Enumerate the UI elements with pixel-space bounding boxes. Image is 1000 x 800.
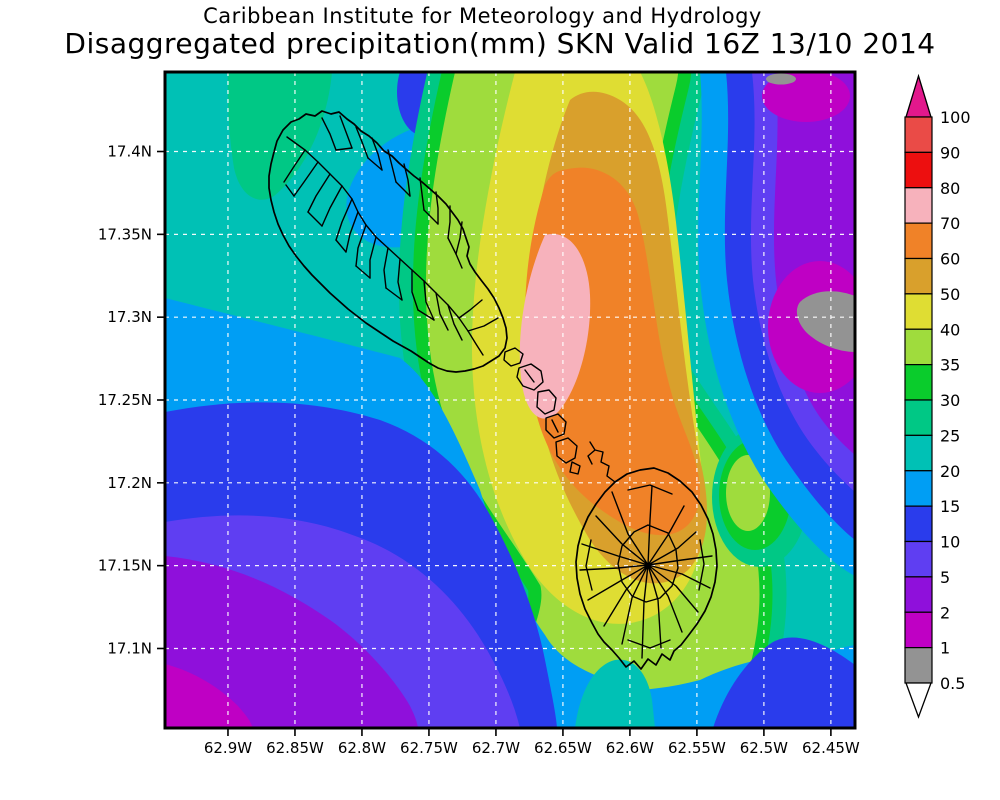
page-title: Caribbean Institute for Meteorology and …: [203, 4, 762, 28]
axis-label-layer: 62.9W 62.85W 62.8W 62.75W 62.7W 62.65W 62.6W 62…: [98, 143, 860, 757]
field-east-05-1: [796, 291, 855, 352]
x-tick-label: 62.55W: [668, 739, 726, 757]
nevis-outer-ring: [585, 484, 705, 649]
y-tick-label: 17.3N: [107, 308, 152, 326]
contour-fill-layer: [165, 72, 855, 728]
colorbar-segment: [904, 222, 933, 260]
field-ne-1-2: [762, 72, 850, 122]
x-tick-label: 62.7W: [472, 739, 520, 757]
colorbar-label: 100: [940, 108, 971, 127]
colorbar-label: 0.5: [940, 674, 965, 693]
colorbar-segment: [904, 611, 933, 649]
field-sw-1-2: [165, 664, 253, 728]
colorbar-segment: [904, 434, 933, 472]
colorbar-segment: [904, 399, 933, 436]
st-kitts-streams-ne: [321, 115, 463, 255]
colorbar-segment: [904, 328, 933, 366]
gridline-layer: [165, 72, 855, 728]
colorbar-label: 5: [940, 568, 950, 587]
colorbar-label: 80: [940, 179, 960, 198]
field-ne-05-1: [766, 73, 796, 85]
y-tick-label: 17.35N: [98, 225, 152, 243]
st-kitts-streams-sw: [283, 149, 463, 341]
colorbar-segment: [904, 540, 933, 578]
colorbar-label: 90: [940, 143, 960, 162]
y-tick-label: 17.1N: [107, 639, 152, 657]
nevis-radial-streams: [579, 485, 713, 659]
field-se-10-15: [713, 637, 855, 728]
x-tick-label: 62.85W: [266, 739, 324, 757]
field-spot-20-25: [575, 659, 655, 728]
colorbar-label: 25: [940, 426, 960, 445]
st-kitts-coastline: [268, 110, 508, 373]
colorbar-label: 60: [940, 250, 960, 269]
colorbar-segment: [904, 576, 933, 613]
colorbar-segment: [904, 151, 933, 189]
colorbar-label: 35: [940, 356, 960, 375]
colorbar-segment: [904, 116, 933, 153]
colorbar-label: 15: [940, 497, 960, 516]
colorbar-segment: [904, 187, 933, 224]
colorbar-label: 1: [940, 639, 950, 658]
page-subtitle: Disaggregated precipitation(mm) SKN Vali…: [64, 27, 936, 60]
nevis-nw-notch: [587, 441, 616, 483]
colorbar-label: 50: [940, 285, 960, 304]
colorbar-label: 30: [940, 391, 960, 410]
axis-tick-layer: [157, 150, 832, 736]
nevis-inner-ring: [617, 524, 679, 603]
st-kitts-peninsula-islets: [503, 347, 581, 475]
colorbar-segment: [904, 293, 933, 330]
x-tick-label: 62.8W: [338, 739, 386, 757]
colorbar-label: 70: [940, 214, 960, 233]
colorbar-label: 2: [940, 603, 950, 622]
field-70-80: [519, 233, 591, 419]
colorbar: 100 90 80 70 60 50 40 35 30 25 20 15 10 5 2 1 0.5: [904, 73, 971, 719]
colorbar-segment: [904, 647, 933, 684]
colorbar-segment: [904, 257, 933, 295]
colorbar-label: 40: [940, 320, 960, 339]
x-tick-label: 62.6W: [606, 739, 654, 757]
y-tick-label: 17.4N: [107, 143, 152, 161]
x-tick-label: 62.75W: [400, 739, 458, 757]
colorbar-arrow-over: [905, 73, 932, 118]
colorbar-segment: [904, 505, 933, 543]
y-tick-label: 17.25N: [98, 391, 152, 409]
y-tick-label: 17.2N: [107, 474, 152, 492]
nevis-coastline: [575, 467, 718, 670]
bump-35-40: [726, 455, 770, 531]
island-outline-layer: [268, 110, 718, 670]
x-tick-label: 62.45W: [802, 739, 860, 757]
colorbar-segment: [904, 470, 933, 507]
colorbar-label: 10: [940, 533, 960, 552]
x-tick-label: 62.9W: [204, 739, 252, 757]
colorbar-arrow-under: [905, 682, 932, 719]
x-tick-label: 62.5W: [740, 739, 788, 757]
colorbar-segment: [904, 364, 933, 401]
colorbar-label: 20: [940, 462, 960, 481]
st-kitts-catchment-links: [285, 147, 499, 332]
x-tick-label: 62.65W: [534, 739, 592, 757]
y-tick-label: 17.15N: [98, 557, 152, 575]
